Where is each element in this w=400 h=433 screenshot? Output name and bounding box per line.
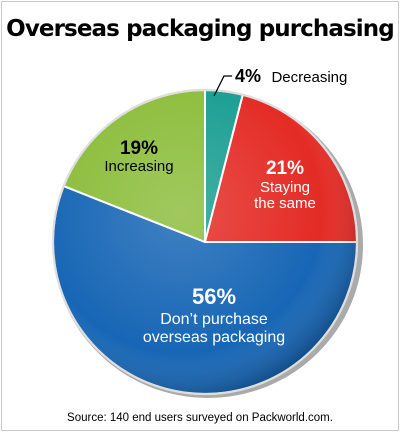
label-staying-line2: the same [254,195,316,212]
label-staying-line1: Staying [260,179,310,196]
label-increasing-pct: 19% [120,138,158,159]
label-decreasing-text: Decreasing [271,69,347,86]
label-increasing-text: Increasing [104,158,173,175]
label-dont-pct: 56% [192,284,236,309]
pie-chart: 4% Decreasing 21% Staying the same 19% I… [51,66,363,398]
pie-gloss [53,90,357,394]
label-dont-line1: Don’t purchase [160,311,268,328]
label-dont-line2: overseas packaging [143,329,285,346]
source-note: Source: 140 end users surveyed on Packwo… [67,412,333,424]
pie-rim [51,88,359,396]
label-staying-pct: 21% [266,158,304,179]
decreasing-leader-line [213,75,232,97]
chart-title: Overseas packaging purchasing [6,16,395,42]
label-decreasing-pct: 4% [235,66,261,86]
label-decreasing: 4% Decreasing [235,66,347,86]
